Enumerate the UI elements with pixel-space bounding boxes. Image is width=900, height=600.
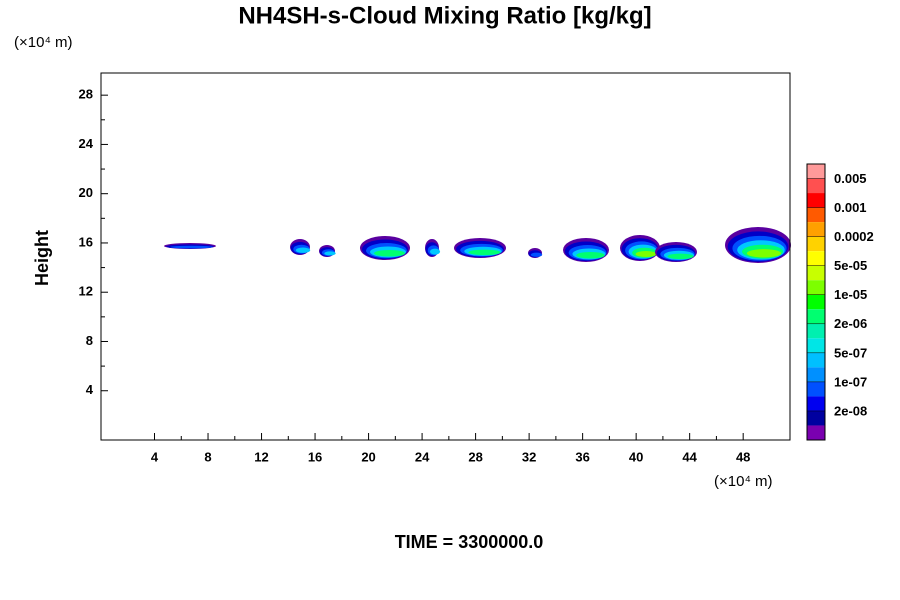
colorbar-swatch (807, 236, 825, 252)
colorbar-swatch (807, 309, 825, 324)
colorbar-swatch (807, 164, 825, 179)
colorbar-swatch (807, 367, 825, 382)
colorbar-swatch (807, 294, 825, 310)
cloud (468, 249, 501, 256)
colorbar-swatch (807, 396, 825, 411)
x-tick-label: 32 (522, 449, 536, 464)
colorbar-swatch (807, 381, 825, 397)
x-tick-label: 4 (151, 449, 159, 464)
y-tick-label: 12 (79, 284, 93, 299)
x-tick-label: 20 (361, 449, 375, 464)
colorbar-swatch (807, 178, 825, 194)
x-tick-label: 36 (575, 449, 589, 464)
y-axis-label: Height (32, 230, 52, 286)
cloud (576, 251, 605, 259)
plot-frame (100, 72, 791, 441)
colorbar-label: 5e-05 (834, 258, 867, 273)
colorbar-swatch (807, 338, 825, 353)
cloud (374, 249, 405, 257)
x-tick-label: 28 (468, 449, 482, 464)
cloud (746, 249, 782, 258)
colorbar-label: 5e-07 (834, 345, 867, 360)
y-unit: (×10⁴ m) (14, 34, 73, 51)
cloud (635, 251, 657, 257)
x-tick-label: 16 (308, 449, 322, 464)
axes (101, 94, 744, 440)
cloud (170, 245, 213, 249)
y-tick-label: 16 (79, 234, 93, 249)
colorbar-swatch (807, 352, 825, 368)
colorbar-label: 2e-08 (834, 403, 867, 418)
x-tick-label: 40 (629, 449, 643, 464)
x-unit: (×10⁴ m) (714, 473, 773, 490)
colorbar-swatch (807, 425, 825, 440)
colorbar-swatch (807, 222, 825, 237)
colorbar-label: 2e-06 (834, 316, 867, 331)
colorbar-label: 0.0002 (834, 229, 874, 244)
x-tick-label: 24 (415, 449, 430, 464)
colorbar-label: 1e-05 (834, 287, 867, 302)
colorbar-swatch (807, 265, 825, 281)
colorbar-swatch (807, 251, 825, 266)
colorbar-label: 0.005 (834, 171, 867, 186)
cloud-field (164, 227, 791, 263)
cloud (295, 247, 311, 253)
colorbar-swatch (807, 410, 825, 426)
x-tick-label: 8 (204, 449, 211, 464)
cloud (530, 252, 543, 257)
colorbar-swatch (807, 193, 825, 208)
footer: TIME = 3300000.0 (395, 532, 544, 552)
cloud (667, 253, 694, 260)
y-tick-label: 20 (79, 185, 93, 200)
colorbar-swatch (807, 280, 825, 295)
colorbar-swatch (807, 323, 825, 339)
colorbar-swatch (807, 207, 825, 223)
cloud (324, 251, 336, 256)
colorbar-label: 0.001 (834, 200, 867, 215)
x-tick-label: 44 (682, 449, 697, 464)
x-tick-label: 12 (254, 449, 268, 464)
colorbar-label: 1e-07 (834, 374, 867, 389)
y-tick-label: 24 (79, 136, 94, 151)
cloud (429, 248, 441, 255)
y-tick-label: 4 (86, 382, 94, 397)
y-tick-label: 28 (79, 87, 93, 102)
x-tick-label: 48 (736, 449, 750, 464)
y-tick-label: 8 (86, 333, 93, 348)
chart-title: NH4SH-s-Cloud Mixing Ratio [kg/kg] (238, 2, 651, 29)
colorbar-frame (806, 163, 826, 441)
